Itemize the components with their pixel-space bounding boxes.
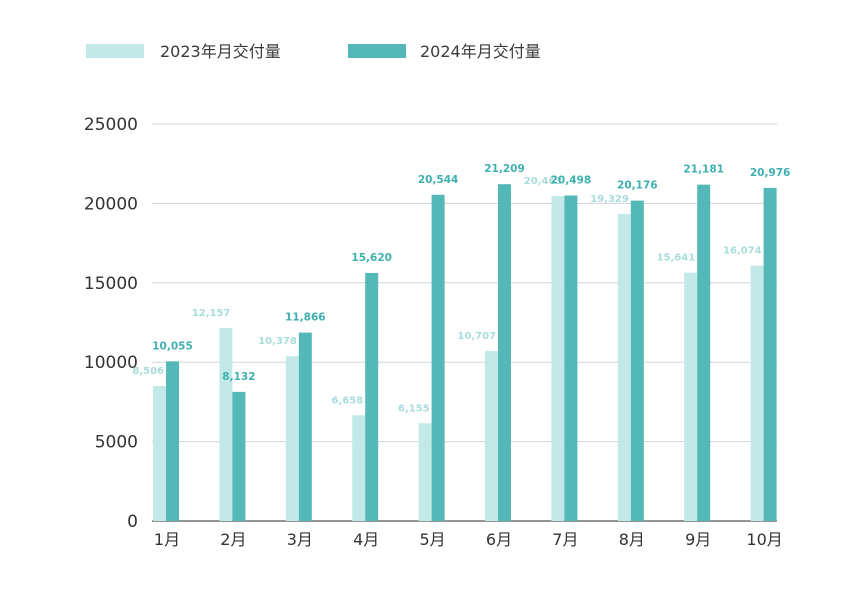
y-tick-label: 15000 <box>84 274 138 294</box>
data-label-2024: 20,976 <box>750 167 791 179</box>
data-label-2023: 6,155 <box>398 403 430 414</box>
data-label-2023: 12,157 <box>192 308 231 319</box>
data-label-2024: 11,866 <box>285 312 326 324</box>
data-label-2023: 6,658 <box>332 395 364 406</box>
data-label-2023: 8,506 <box>132 366 164 377</box>
data-labels: 8,506 10,055 12,157 8,132 10,378 11,866 6,658 1… <box>132 163 790 414</box>
data-label-2024: 20,498 <box>551 174 592 186</box>
x-tick-label: 10月 <box>746 530 782 549</box>
data-label-2024: 8,132 <box>222 371 255 383</box>
data-label-2023: 15,641 <box>657 253 696 264</box>
x-tick-label: 9月 <box>685 530 711 549</box>
legend-swatch-2024 <box>348 44 406 58</box>
y-tick-label: 20000 <box>84 194 138 214</box>
bar-2024 <box>697 184 711 521</box>
x-tick-label: 3月 <box>287 530 313 549</box>
bar-2024 <box>232 391 246 521</box>
legend-swatch-2023 <box>86 44 144 58</box>
x-tick-label: 5月 <box>420 530 446 549</box>
data-label-2024: 21,209 <box>484 163 525 175</box>
bar-2023 <box>153 385 166 521</box>
y-tick-label: 5000 <box>95 433 138 453</box>
bar-2024 <box>498 184 511 521</box>
bars <box>153 184 777 522</box>
y-tick-label: 25000 <box>84 115 138 135</box>
bar-2024 <box>763 187 777 521</box>
x-tick-label: 8月 <box>619 530 645 549</box>
data-label-2024: 20,544 <box>418 174 459 186</box>
bar-2023 <box>617 214 631 521</box>
gridlines <box>152 123 777 522</box>
bar-2024 <box>564 195 578 521</box>
data-label-2023: 20,463 <box>524 176 563 187</box>
data-label-2023: 10,378 <box>258 336 297 347</box>
bar-2023 <box>551 196 565 522</box>
x-tick-label: 6月 <box>486 530 512 549</box>
x-tick-label: 2月 <box>220 530 246 549</box>
bar-2023 <box>485 350 498 521</box>
legend: 2023年月交付量 2024年月交付量 <box>86 42 541 61</box>
bar-2024 <box>166 361 179 521</box>
legend-label-2023: 2023年月交付量 <box>160 42 281 61</box>
x-tick-label: 4月 <box>353 530 379 549</box>
bar-2024 <box>431 194 445 521</box>
bar-2023 <box>684 272 698 521</box>
bar-2023 <box>219 327 233 521</box>
bar-2023 <box>285 356 299 521</box>
y-axis: 0 5000 10000 15000 20000 25000 <box>84 115 138 532</box>
x-tick-label: 7月 <box>552 530 578 549</box>
x-axis: 1月 2月 3月 4月 5月 6月 7月 8月 9月 10月 <box>154 530 783 549</box>
data-label-2024: 20,176 <box>617 180 658 192</box>
bar-2023 <box>750 265 764 521</box>
data-label-2023: 10,707 <box>457 331 496 342</box>
bar-2024 <box>630 200 644 522</box>
bar-2023 <box>352 415 366 521</box>
x-tick-label: 1月 <box>154 530 180 549</box>
data-label-2023: 19,329 <box>590 194 629 205</box>
y-tick-label: 0 <box>127 512 138 532</box>
legend-label-2024: 2024年月交付量 <box>420 42 541 61</box>
y-tick-label: 10000 <box>84 353 138 373</box>
bar-2024 <box>365 272 379 521</box>
bar-2024 <box>298 332 312 521</box>
data-label-2024: 10,055 <box>152 340 193 352</box>
bar-2023 <box>418 423 432 521</box>
data-label-2024: 21,181 <box>683 164 724 176</box>
data-label-2023: 16,074 <box>723 246 762 257</box>
data-label-2024: 15,620 <box>351 252 392 264</box>
